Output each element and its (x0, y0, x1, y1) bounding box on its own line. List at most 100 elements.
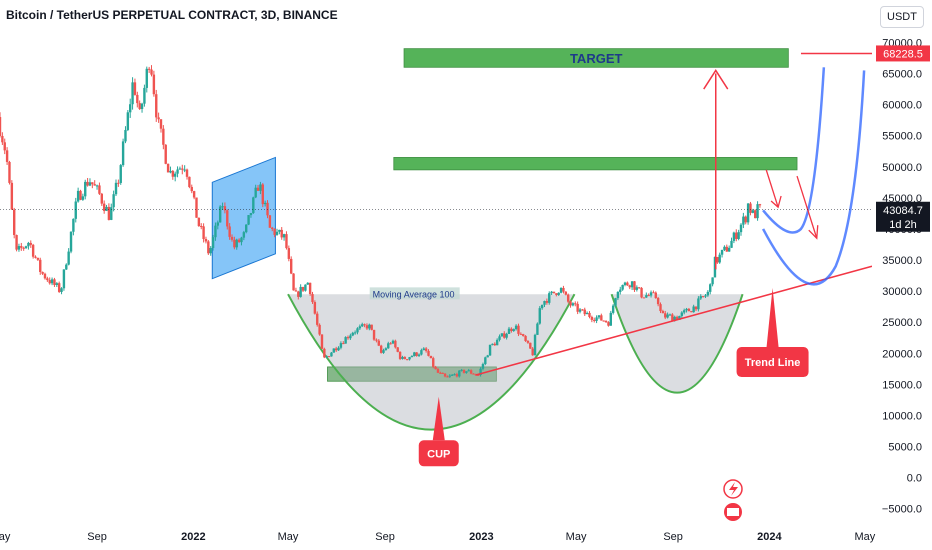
candle-body (441, 372, 444, 374)
candle-body (311, 294, 314, 303)
candle-body (654, 292, 657, 299)
candle-body (22, 247, 25, 249)
candle-body (434, 366, 437, 370)
candle-body (666, 314, 669, 318)
candle-body (540, 304, 544, 309)
candle-body (266, 202, 269, 216)
candle-body (43, 273, 47, 279)
candle-body (263, 202, 267, 205)
candle-body (39, 259, 42, 272)
candle-body (619, 289, 622, 292)
candle-body (751, 210, 755, 213)
candle-body (488, 344, 492, 356)
candle-body (732, 232, 736, 241)
candle-body (342, 343, 345, 345)
candle-body (557, 292, 560, 295)
candle-body (481, 364, 485, 369)
candle-body (36, 257, 40, 260)
candle-body (275, 231, 279, 235)
candle-body (13, 209, 16, 236)
projection-curve-2 (761, 70, 866, 286)
candle-body (105, 206, 108, 211)
candle-body (529, 342, 532, 349)
candle-body (522, 334, 525, 336)
candle-body (261, 184, 264, 205)
candle-body (484, 357, 487, 365)
candle-body (746, 203, 750, 223)
candle-body (24, 246, 28, 248)
candle-body (559, 287, 563, 293)
currency-button[interactable]: USDT (880, 6, 924, 28)
candle-body (718, 254, 721, 263)
candle-body (126, 112, 130, 130)
candle-body (389, 343, 392, 345)
candle-body (678, 315, 681, 320)
target-price-badge-label: 68228.5 (883, 48, 923, 60)
y-tick-label: 50000.0 (882, 162, 922, 174)
ma-label: Moving Average 100 (373, 289, 455, 299)
candle-body (455, 374, 459, 377)
candle-body (486, 355, 489, 358)
candle-body (5, 150, 9, 162)
candle-body (382, 350, 385, 353)
candle-body (566, 294, 570, 302)
candle-body (119, 165, 122, 183)
ma-label-box (369, 287, 460, 300)
candle-body (129, 104, 132, 113)
candle-body (424, 348, 428, 351)
candle-body (720, 249, 724, 255)
last-price-badge-label: 43084.7 (883, 205, 923, 217)
candle-body (171, 170, 175, 177)
candle-body (84, 181, 87, 197)
x-tick-label: May (0, 531, 11, 543)
candle-body (112, 194, 115, 208)
candle-body (526, 340, 530, 343)
candle-body (237, 239, 241, 243)
candle-body (673, 316, 676, 321)
candle-body (143, 87, 146, 104)
candle-body (649, 292, 653, 296)
candle-body (185, 169, 189, 177)
candle-body (10, 182, 14, 210)
candle-body (79, 190, 82, 200)
candle-body (60, 288, 63, 292)
candle-body (711, 277, 714, 285)
lightning-icon-glyph (729, 482, 738, 496)
candle-body (503, 333, 506, 338)
candle-body (299, 286, 302, 297)
candle-body (498, 336, 501, 340)
candle-body (218, 206, 222, 223)
candle-body (595, 317, 598, 321)
candle-body (247, 215, 250, 225)
icons-layer (723, 479, 743, 521)
candle-body (306, 282, 309, 285)
candle-body (661, 311, 665, 314)
candle-body (114, 182, 118, 195)
candle-body (240, 237, 243, 243)
candle-body (704, 295, 707, 297)
y-axis-background (872, 0, 932, 550)
candle-body (181, 168, 184, 170)
candle-body (635, 287, 639, 290)
candle-body (500, 333, 504, 337)
candle-body (647, 295, 650, 297)
candle-body (621, 285, 624, 290)
x-tick-label: Sep (375, 531, 395, 543)
candle-body (27, 242, 30, 247)
candle-body (301, 286, 305, 291)
x-tick-label: 2023 (469, 531, 493, 543)
candle-body (356, 328, 359, 333)
candle-body (682, 310, 686, 313)
candle-body (408, 357, 411, 360)
candle-body (495, 339, 499, 346)
target-zone (403, 48, 789, 68)
candle-body (93, 184, 96, 186)
candle-body (467, 370, 470, 372)
candle-body (195, 197, 198, 218)
candle-body (334, 348, 338, 351)
candle-body (581, 309, 584, 311)
candle-body (57, 283, 61, 292)
candle-body (460, 369, 463, 371)
